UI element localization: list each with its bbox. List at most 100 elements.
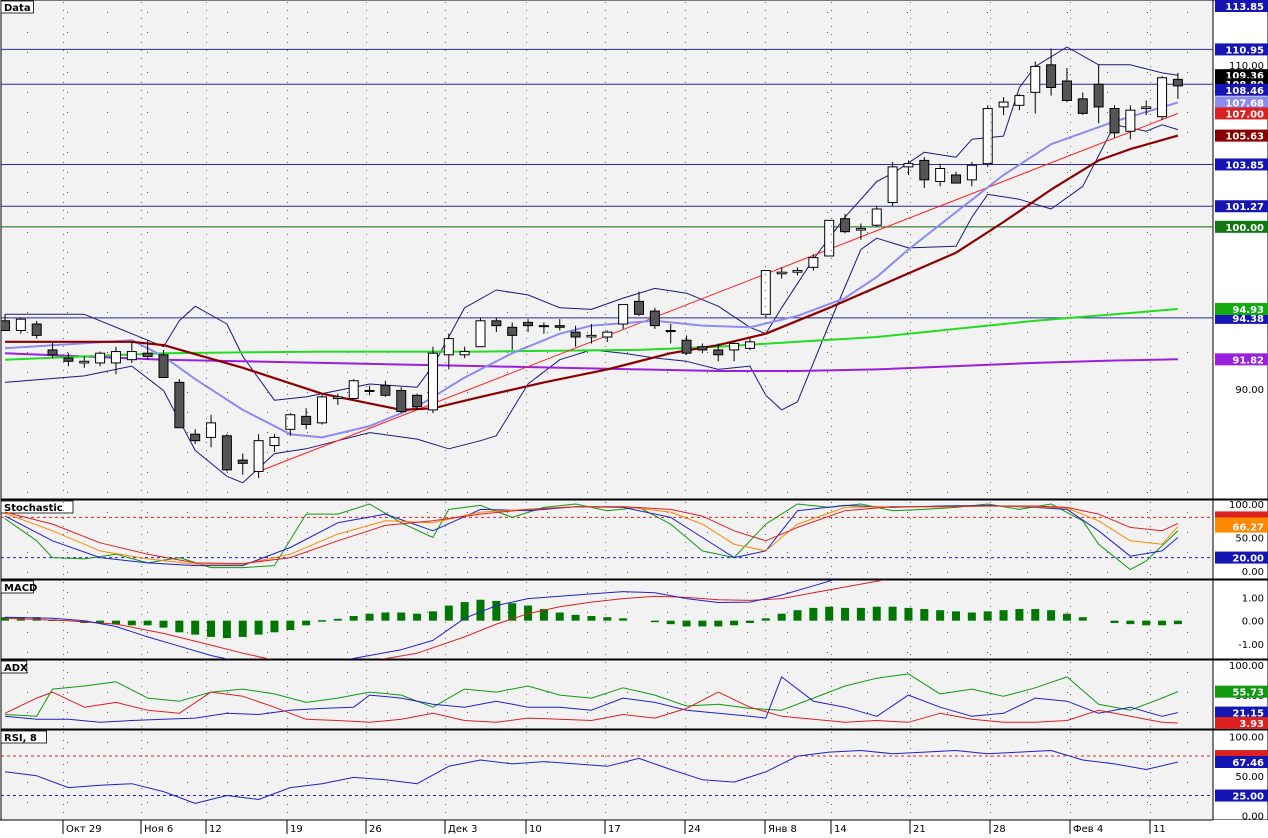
vertical-grid-dot [831, 170, 832, 171]
vertical-grid-dot [366, 796, 367, 797]
vertical-grid-dot [910, 756, 911, 757]
vertical-grid-dot [1070, 732, 1071, 733]
grid-dot [827, 332, 828, 333]
vertical-grid-dot [831, 330, 832, 331]
vertical-grid-dot [206, 566, 207, 567]
vertical-grid-dot [685, 242, 686, 243]
vertical-grid-dot [831, 146, 832, 147]
vertical-grid-dot [765, 170, 766, 171]
vertical-grid-dot [366, 574, 367, 575]
vertical-grid-dot [1150, 498, 1151, 499]
vertical-grid-dot [910, 614, 911, 615]
grid-dot [907, 432, 908, 433]
grid-dot [587, 352, 588, 353]
vertical-grid-dot [141, 426, 142, 427]
grid-dot [27, 172, 28, 173]
grid-dot [547, 312, 548, 313]
candle-body [143, 353, 152, 356]
vertical-grid-dot [206, 234, 207, 235]
vertical-grid-dot [685, 670, 686, 671]
vertical-grid-dot [63, 550, 64, 551]
vertical-grid-dot [1070, 170, 1071, 171]
vertical-grid-dot [141, 796, 142, 797]
vertical-grid-dot [63, 194, 64, 195]
grid-dot [67, 152, 68, 153]
grid-dot [387, 72, 388, 73]
vertical-grid-dot [685, 812, 686, 813]
grid-dot [867, 392, 868, 393]
vertical-grid-dot [526, 170, 527, 171]
grid-dot [267, 592, 268, 593]
grid-dot [507, 742, 508, 743]
grid-dot [1187, 52, 1188, 53]
grid-dot [667, 392, 668, 393]
vertical-grid-dot [287, 426, 288, 427]
vertical-grid-dot [910, 210, 911, 211]
grid-dot [587, 12, 588, 13]
grid-dot [347, 52, 348, 53]
vertical-grid-dot [445, 622, 446, 623]
vertical-grid-dot [287, 106, 288, 107]
vertical-grid-dot [910, 686, 911, 687]
vertical-grid-dot [526, 234, 527, 235]
grid-dot [667, 762, 668, 763]
vertical-grid-dot [831, 290, 832, 291]
grid-dot [467, 532, 468, 533]
vertical-grid-dot [63, 138, 64, 139]
grid-dot [467, 592, 468, 593]
vertical-grid-dot [990, 250, 991, 251]
grid-dot [427, 312, 428, 313]
grid-dot [507, 452, 508, 453]
vertical-grid-dot [526, 394, 527, 395]
vertical-grid-dot [605, 418, 606, 419]
vertical-grid-dot [990, 622, 991, 623]
vertical-grid-dot [141, 662, 142, 663]
vertical-grid-dot [1150, 638, 1151, 639]
vertical-grid-dot [1150, 558, 1151, 559]
grid-dot [267, 412, 268, 413]
vertical-grid-dot [831, 106, 832, 107]
grid-dot [1067, 492, 1068, 493]
vertical-grid-dot [990, 82, 991, 83]
grid-dot [147, 612, 148, 613]
grid-dot [227, 312, 228, 313]
vertical-grid-dot [605, 466, 606, 467]
vertical-grid-dot [526, 702, 527, 703]
vertical-grid-dot [141, 106, 142, 107]
vertical-grid-dot [63, 330, 64, 331]
grid-dot [27, 232, 28, 233]
vertical-grid-dot [287, 2, 288, 3]
grid-dot [1027, 112, 1028, 113]
vertical-grid-dot [1070, 510, 1071, 511]
grid-dot [1107, 232, 1108, 233]
grid-dot [427, 72, 428, 73]
vertical-grid-dot [765, 590, 766, 591]
grid-dot [267, 12, 268, 13]
vertical-grid-dot [366, 370, 367, 371]
vertical-grid-dot [990, 490, 991, 491]
level-tag: 100.00 [1225, 223, 1264, 234]
vertical-grid-dot [831, 322, 832, 323]
vertical-grid-dot [445, 58, 446, 59]
grid-dot [1107, 152, 1108, 153]
grid-dot [27, 132, 28, 133]
grid-dot [627, 352, 628, 353]
grid-dot [707, 452, 708, 453]
vertical-grid-dot [990, 218, 991, 219]
vertical-grid-dot [910, 378, 911, 379]
vertical-grid-dot [990, 694, 991, 695]
vertical-grid-dot [141, 34, 142, 35]
vertical-grid-dot [605, 482, 606, 483]
vertical-grid-dot [287, 298, 288, 299]
grid-dot [667, 212, 668, 213]
vertical-grid-dot [63, 386, 64, 387]
grid-dot [427, 532, 428, 533]
vertical-grid-dot [63, 258, 64, 259]
grid-dot [267, 532, 268, 533]
vertical-grid-dot [366, 194, 367, 195]
vertical-grid-dot [366, 170, 367, 171]
grid-dot [1067, 332, 1068, 333]
vertical-grid-dot [1070, 58, 1071, 59]
vertical-grid-dot [1070, 418, 1071, 419]
vertical-grid-dot [910, 178, 911, 179]
